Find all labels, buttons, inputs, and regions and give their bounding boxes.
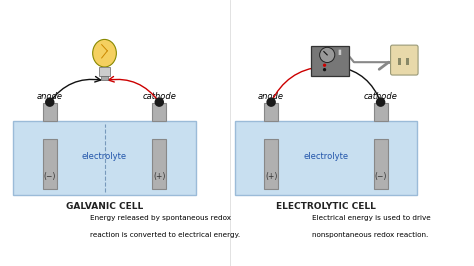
Text: cathode: cathode bbox=[142, 92, 176, 101]
Text: (+): (+) bbox=[153, 172, 165, 181]
Bar bbox=[235, 121, 417, 195]
Bar bbox=[100, 76, 108, 80]
Circle shape bbox=[266, 97, 276, 107]
Text: electrolyte: electrolyte bbox=[303, 152, 348, 161]
Circle shape bbox=[155, 97, 164, 107]
Bar bbox=[13, 121, 196, 195]
Text: GALVANIC CELL: GALVANIC CELL bbox=[66, 202, 143, 211]
Text: (+): (+) bbox=[265, 172, 277, 181]
Circle shape bbox=[319, 47, 335, 63]
Bar bbox=[406, 58, 409, 65]
Bar bbox=[311, 46, 349, 76]
Circle shape bbox=[45, 97, 55, 107]
Bar bbox=[264, 139, 278, 189]
Text: electrolyte: electrolyte bbox=[82, 152, 127, 161]
Text: anode: anode bbox=[37, 92, 63, 101]
Bar bbox=[152, 103, 166, 121]
Text: anode: anode bbox=[258, 92, 284, 101]
Text: ELECTROLYTIC CELL: ELECTROLYTIC CELL bbox=[276, 202, 376, 211]
Bar bbox=[398, 58, 401, 65]
Bar bbox=[264, 103, 278, 121]
Bar bbox=[100, 67, 110, 77]
Text: ▮: ▮ bbox=[338, 49, 342, 55]
Bar bbox=[374, 103, 388, 121]
Text: Energy released by spontaneous redox: Energy released by spontaneous redox bbox=[90, 215, 231, 221]
Text: (−): (−) bbox=[44, 172, 56, 181]
Bar bbox=[374, 139, 388, 189]
Circle shape bbox=[376, 97, 385, 107]
Circle shape bbox=[323, 68, 326, 71]
Text: (−): (−) bbox=[374, 172, 387, 181]
Ellipse shape bbox=[92, 39, 117, 67]
Text: reaction is converted to electrical energy.: reaction is converted to electrical ener… bbox=[90, 232, 240, 238]
Bar bbox=[152, 139, 166, 189]
Text: nonspontaneous redox reaction.: nonspontaneous redox reaction. bbox=[312, 232, 428, 238]
Bar bbox=[43, 139, 57, 189]
Text: cathode: cathode bbox=[364, 92, 398, 101]
Bar bbox=[43, 103, 57, 121]
Circle shape bbox=[323, 64, 326, 67]
FancyBboxPatch shape bbox=[391, 45, 418, 75]
Text: Electrical energy is used to drive: Electrical energy is used to drive bbox=[312, 215, 430, 221]
